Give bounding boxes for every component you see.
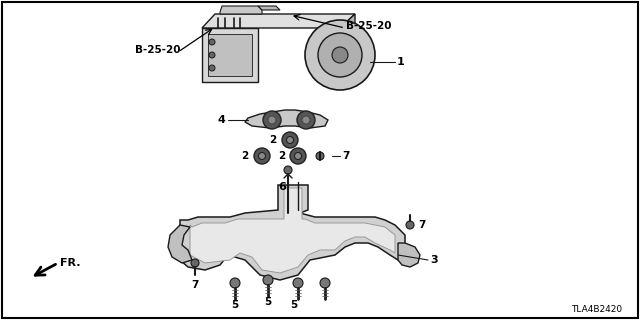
Circle shape [302, 116, 310, 124]
Circle shape [332, 47, 348, 63]
Circle shape [230, 278, 240, 288]
Polygon shape [202, 28, 258, 82]
Circle shape [284, 166, 292, 174]
Circle shape [294, 153, 301, 159]
Text: 7: 7 [418, 220, 426, 230]
Polygon shape [220, 6, 262, 14]
Text: 7: 7 [342, 151, 349, 161]
Circle shape [320, 278, 330, 288]
Text: 5: 5 [291, 300, 298, 310]
Circle shape [254, 148, 270, 164]
Text: 5: 5 [232, 300, 239, 310]
Polygon shape [180, 185, 405, 280]
Circle shape [290, 148, 306, 164]
Text: B-25-20: B-25-20 [346, 21, 392, 31]
Text: FR.: FR. [60, 258, 81, 268]
Circle shape [282, 132, 298, 148]
Text: TLA4B2420: TLA4B2420 [571, 306, 622, 315]
Text: B-25-20: B-25-20 [135, 45, 180, 55]
Circle shape [259, 153, 266, 159]
Circle shape [406, 221, 414, 229]
Circle shape [305, 20, 375, 90]
Circle shape [293, 278, 303, 288]
Text: 1: 1 [397, 57, 404, 67]
Circle shape [263, 275, 273, 285]
Circle shape [316, 152, 324, 160]
Circle shape [268, 116, 276, 124]
Text: 2: 2 [241, 151, 248, 161]
Circle shape [297, 111, 315, 129]
Text: 7: 7 [191, 280, 198, 290]
Polygon shape [245, 110, 328, 128]
Polygon shape [340, 14, 355, 82]
Circle shape [209, 65, 215, 71]
Polygon shape [215, 14, 245, 22]
Text: 6: 6 [278, 182, 286, 192]
Circle shape [263, 111, 281, 129]
Polygon shape [190, 188, 395, 273]
Text: 4: 4 [217, 115, 225, 125]
Circle shape [209, 52, 215, 58]
Polygon shape [398, 243, 420, 267]
Circle shape [191, 259, 199, 267]
Circle shape [318, 33, 362, 77]
Text: 2: 2 [269, 135, 276, 145]
Circle shape [287, 137, 294, 143]
Text: 3: 3 [430, 255, 438, 265]
Polygon shape [202, 14, 355, 28]
Polygon shape [258, 6, 280, 10]
Text: 5: 5 [264, 297, 271, 307]
Text: 2: 2 [278, 151, 285, 161]
Polygon shape [168, 225, 192, 263]
Circle shape [209, 39, 215, 45]
Polygon shape [208, 34, 252, 76]
